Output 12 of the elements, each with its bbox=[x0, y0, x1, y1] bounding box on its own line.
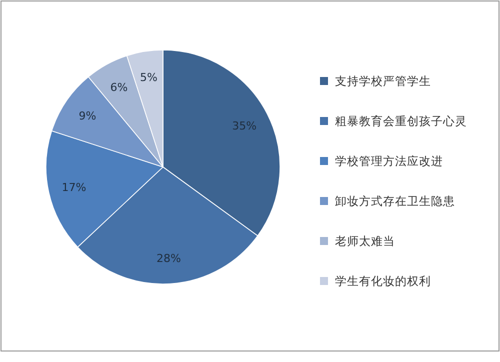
data-label: 28% bbox=[156, 252, 181, 266]
data-label: 35% bbox=[232, 120, 257, 133]
legend-label: 老师太难当 bbox=[335, 234, 395, 248]
legend-label: 学校管理方法应改进 bbox=[335, 154, 443, 168]
legend-label: 卸妆方式存在卫生隐患 bbox=[335, 194, 455, 208]
data-label: 17% bbox=[62, 180, 86, 194]
legend-label: 学生有化妆的权利 bbox=[335, 274, 431, 288]
data-label: 5% bbox=[140, 70, 158, 84]
legend-label: 支持学校严管学生 bbox=[335, 74, 431, 88]
data-label: 9% bbox=[78, 110, 96, 123]
data-label: 6% bbox=[110, 81, 128, 94]
legend-label: 粗暴教育会重创孩子心灵 bbox=[335, 114, 467, 128]
